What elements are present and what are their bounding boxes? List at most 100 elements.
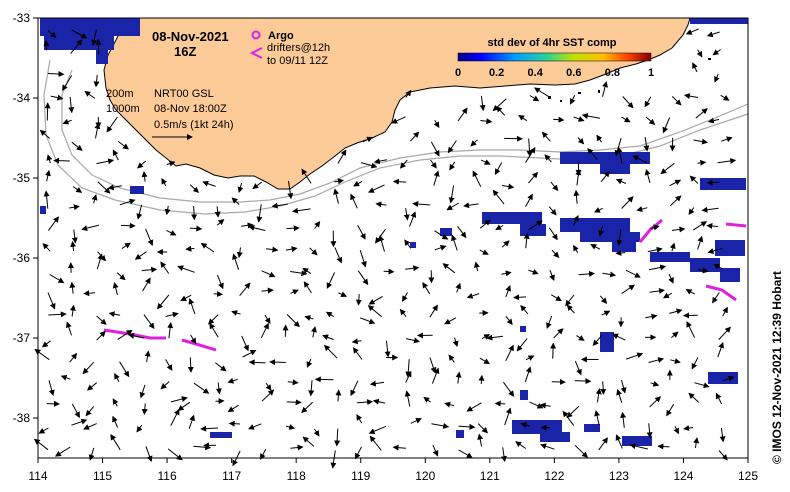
drifter-marker-icon	[249, 47, 263, 59]
y-tick-label: -36	[13, 251, 31, 265]
current-arrow	[649, 224, 660, 231]
current-arrow	[143, 314, 155, 330]
current-arrow	[513, 294, 527, 301]
current-arrow	[241, 335, 249, 352]
current-arrow	[177, 265, 195, 273]
current-arrow	[599, 295, 608, 304]
current-arrow	[600, 381, 607, 395]
colorbar-gradient	[457, 52, 652, 62]
current-arrow	[528, 269, 539, 275]
current-arrow	[351, 338, 362, 345]
current-arrow	[46, 154, 53, 164]
current-arrow	[71, 141, 83, 151]
current-arrow	[399, 159, 408, 169]
current-arrow	[683, 93, 699, 100]
x-tick-label: 118	[287, 469, 306, 483]
current-arrow	[526, 138, 533, 157]
current-arrow	[688, 392, 700, 403]
current-arrow	[292, 207, 311, 214]
current-arrow	[372, 398, 386, 405]
current-arrow	[502, 183, 515, 190]
current-arrow	[335, 389, 342, 402]
current-arrow	[646, 423, 653, 439]
current-arrow	[188, 298, 196, 315]
current-arrow	[671, 331, 679, 338]
current-arrow	[264, 314, 271, 324]
current-arrow	[231, 310, 241, 316]
current-arrow	[69, 281, 76, 294]
current-arrow	[714, 73, 720, 83]
current-arrow	[302, 436, 315, 447]
current-arrow	[422, 281, 431, 295]
current-arrow	[620, 379, 627, 394]
current-arrow	[550, 342, 557, 359]
current-arrow	[479, 357, 491, 365]
current-arrow	[48, 311, 67, 318]
current-arrow	[188, 414, 195, 429]
current-arrow	[334, 247, 343, 264]
current-arrow	[523, 232, 530, 249]
current-arrow	[685, 289, 695, 295]
current-arrow	[356, 414, 363, 424]
current-arrow	[359, 249, 367, 268]
current-arrow	[239, 282, 251, 297]
current-arrow	[696, 49, 703, 58]
current-arrow	[333, 188, 340, 204]
current-arrow	[165, 311, 179, 318]
current-arrow	[472, 170, 482, 188]
current-arrow	[334, 178, 344, 185]
current-arrow	[625, 269, 641, 278]
current-arrow	[600, 170, 610, 183]
current-arrow	[114, 373, 120, 382]
sst-patches	[40, 18, 748, 446]
current-arrow	[697, 235, 704, 250]
current-arrow	[91, 194, 98, 204]
current-arrow	[447, 140, 457, 154]
current-arrow	[352, 347, 363, 360]
current-arrow	[548, 206, 557, 216]
current-arrow	[304, 315, 314, 321]
current-arrow	[404, 239, 412, 249]
current-arrow	[575, 169, 582, 186]
current-arrow	[697, 159, 707, 166]
current-arrow	[565, 294, 575, 307]
current-arrow	[594, 410, 601, 426]
colorbar-tick-label: 0	[455, 67, 461, 79]
current-arrow	[715, 392, 723, 405]
current-arrow	[166, 160, 176, 167]
current-arrow	[494, 400, 506, 407]
current-arrow	[214, 362, 227, 372]
current-arrow	[648, 264, 667, 271]
current-arrow	[47, 30, 57, 38]
current-arrow	[553, 328, 564, 339]
current-arrow	[518, 114, 528, 122]
current-arrow	[598, 225, 605, 237]
colorbar: std dev of 4hr SST comp 0 0.2 0.4 0.6 0.8 1	[455, 37, 654, 79]
current-arrow	[248, 224, 266, 231]
current-arrow	[430, 141, 440, 157]
current-arrow	[448, 185, 455, 204]
current-arrow	[720, 94, 730, 101]
current-arrow	[718, 326, 731, 340]
current-arrow	[44, 169, 51, 182]
current-arrow	[502, 381, 515, 397]
current-arrow	[636, 206, 648, 212]
current-arrow	[53, 157, 70, 164]
current-arrow	[706, 223, 718, 230]
current-arrow	[308, 380, 315, 397]
x-tick-label: 123	[609, 469, 629, 483]
current-arrows	[33, 28, 737, 469]
current-arrow	[431, 422, 450, 429]
current-arrow	[452, 337, 459, 348]
current-arrow	[177, 401, 191, 411]
current-arrow	[434, 230, 449, 240]
current-arrow	[378, 234, 385, 252]
current-arrow	[574, 360, 582, 376]
current-arrow	[612, 333, 626, 341]
current-arrow	[350, 193, 358, 209]
current-arrow	[657, 443, 670, 450]
x-tick-label: 120	[415, 469, 435, 483]
current-arrow	[108, 311, 121, 318]
x-axis: 114 115 116 117 118 119 120 121 122 123 124 125	[28, 458, 758, 483]
current-arrow	[144, 350, 151, 362]
